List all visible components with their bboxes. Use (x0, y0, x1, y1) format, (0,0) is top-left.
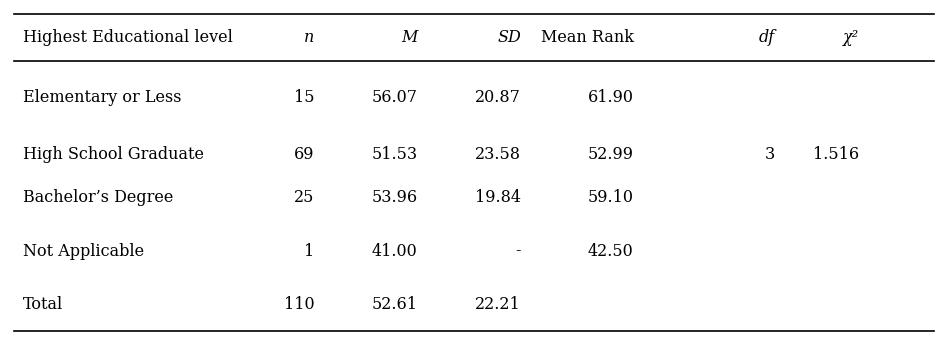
Text: χ²: χ² (843, 29, 859, 46)
Text: 56.07: 56.07 (372, 89, 418, 106)
Text: Highest Educational level: Highest Educational level (23, 29, 233, 46)
Text: SD: SD (497, 29, 521, 46)
Text: 15: 15 (294, 89, 314, 106)
Text: 25: 25 (294, 189, 314, 206)
Text: 22.21: 22.21 (475, 296, 521, 313)
Text: 42.50: 42.50 (588, 242, 634, 260)
Text: Elementary or Less: Elementary or Less (23, 89, 181, 106)
Text: Mean Rank: Mean Rank (540, 29, 634, 46)
Text: High School Graduate: High School Graduate (23, 146, 204, 163)
Text: 59.10: 59.10 (588, 189, 634, 206)
Text: 51.53: 51.53 (372, 146, 418, 163)
Text: 3: 3 (764, 146, 775, 163)
Text: 23.58: 23.58 (475, 146, 521, 163)
Text: 20.87: 20.87 (475, 89, 521, 106)
Text: 53.96: 53.96 (372, 189, 418, 206)
Text: -: - (516, 242, 521, 260)
Text: 1: 1 (304, 242, 314, 260)
Text: n: n (304, 29, 314, 46)
Text: 19.84: 19.84 (475, 189, 521, 206)
Text: 52.61: 52.61 (372, 296, 418, 313)
Text: Not Applicable: Not Applicable (23, 242, 144, 260)
Text: 52.99: 52.99 (588, 146, 634, 163)
Text: 69: 69 (294, 146, 314, 163)
Text: 110: 110 (283, 296, 314, 313)
Text: Total: Total (23, 296, 64, 313)
Text: Bachelor’s Degree: Bachelor’s Degree (23, 189, 173, 206)
Text: 41.00: 41.00 (372, 242, 418, 260)
Text: M: M (401, 29, 418, 46)
Text: 1.516: 1.516 (813, 146, 859, 163)
Text: df: df (758, 29, 775, 46)
Text: 61.90: 61.90 (588, 89, 634, 106)
